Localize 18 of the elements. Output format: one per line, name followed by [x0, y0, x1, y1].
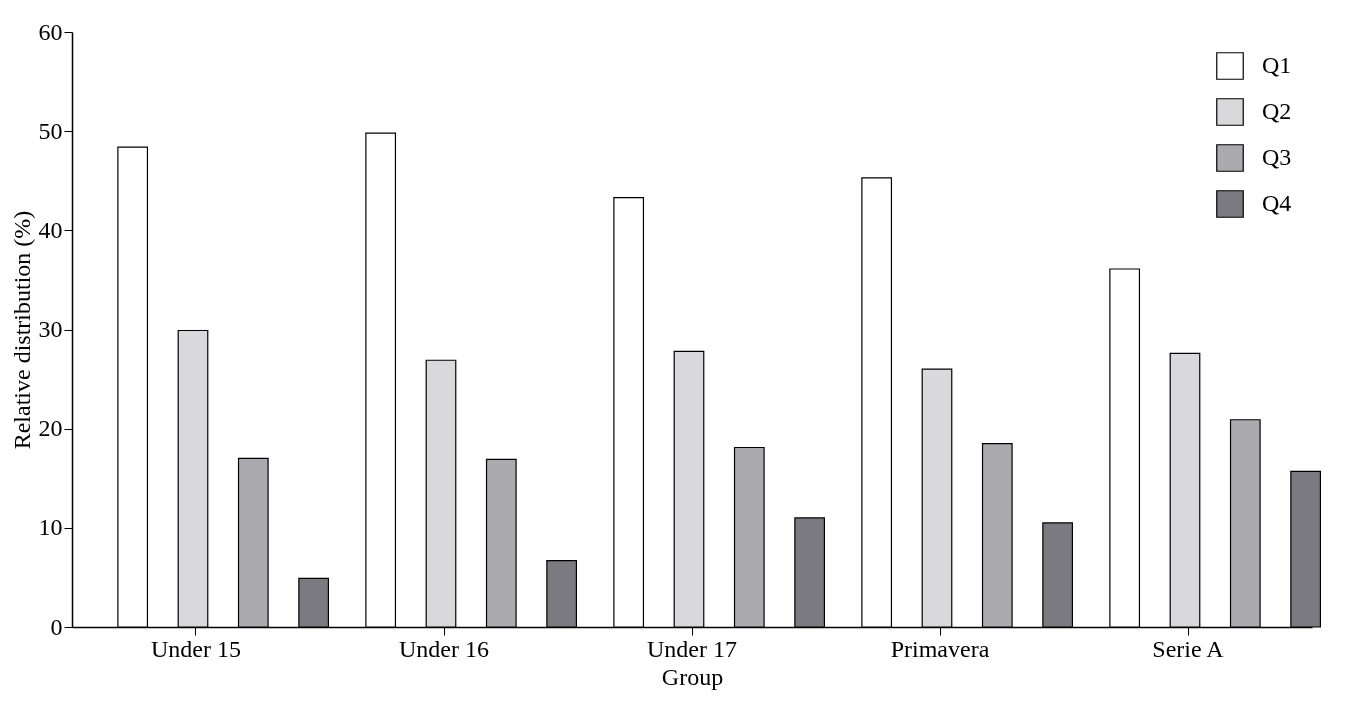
x-tick-label: Under 17: [647, 635, 737, 662]
x-tick-label: Primavera: [890, 635, 990, 662]
y-tick-label: 0: [50, 613, 63, 640]
legend-label: Q1: [1262, 52, 1292, 78]
x-tick-label: Under 16: [399, 635, 489, 662]
legend-label: Q3: [1262, 144, 1292, 170]
legend-label: Q4: [1262, 190, 1292, 216]
y-tick-label: 40: [38, 216, 63, 243]
y-tick-label: 60: [38, 18, 63, 45]
x-tick-label: Under 15: [151, 635, 241, 662]
x-axis-title: Group: [661, 663, 724, 690]
y-axis-title: Relative distribution (%): [8, 210, 35, 450]
y-tick-label: 30: [38, 316, 63, 342]
legend-label: Q2: [1262, 98, 1292, 124]
y-tick-label: 20: [38, 415, 63, 442]
x-tick-label: Serie A: [1152, 635, 1225, 662]
y-tick-label: 10: [38, 514, 63, 541]
y-tick-label: 50: [38, 117, 63, 144]
